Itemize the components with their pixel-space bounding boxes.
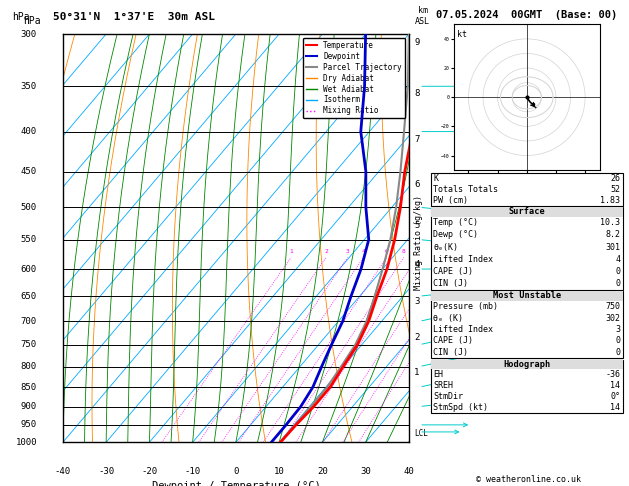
Text: 8: 8	[402, 249, 406, 254]
Text: 40: 40	[403, 467, 415, 476]
Text: 450: 450	[21, 167, 37, 176]
Text: hPa: hPa	[23, 16, 41, 26]
Text: 1: 1	[289, 249, 293, 254]
Text: -10: -10	[184, 467, 201, 476]
Text: 9: 9	[414, 38, 420, 48]
Text: 8: 8	[414, 88, 420, 98]
Text: EH: EH	[433, 370, 443, 380]
Text: Pressure (mb): Pressure (mb)	[433, 302, 498, 311]
Text: 6: 6	[414, 180, 420, 189]
Text: 400: 400	[21, 127, 37, 136]
Text: 350: 350	[21, 82, 37, 91]
Text: 750: 750	[21, 340, 37, 349]
Text: km
ASL: km ASL	[415, 6, 430, 26]
Text: 14: 14	[610, 403, 620, 412]
Text: 7: 7	[414, 136, 420, 144]
Text: 20: 20	[317, 467, 328, 476]
Text: Dewpoint / Temperature (°C): Dewpoint / Temperature (°C)	[152, 481, 320, 486]
Text: 4: 4	[414, 260, 420, 269]
Text: K: K	[433, 174, 438, 183]
Text: 6: 6	[385, 249, 389, 254]
Text: 0°: 0°	[610, 392, 620, 401]
Text: 550: 550	[21, 235, 37, 244]
Text: 302: 302	[605, 313, 620, 323]
Text: 52: 52	[610, 185, 620, 193]
Text: 750: 750	[605, 302, 620, 311]
Text: CIN (J): CIN (J)	[433, 348, 469, 357]
Text: StmSpd (kt): StmSpd (kt)	[433, 403, 488, 412]
Text: 2: 2	[414, 333, 420, 342]
Text: © weatheronline.co.uk: © weatheronline.co.uk	[476, 474, 581, 484]
Text: StmDir: StmDir	[433, 392, 464, 401]
Text: θₑ(K): θₑ(K)	[433, 243, 459, 252]
Legend: Temperature, Dewpoint, Parcel Trajectory, Dry Adiabat, Wet Adiabat, Isotherm, Mi: Temperature, Dewpoint, Parcel Trajectory…	[303, 38, 405, 119]
Text: 650: 650	[21, 292, 37, 301]
Text: 0: 0	[615, 348, 620, 357]
Text: 10.3: 10.3	[600, 218, 620, 227]
Text: -40: -40	[55, 467, 71, 476]
Text: 4: 4	[615, 255, 620, 264]
Text: Hodograph: Hodograph	[503, 360, 550, 369]
Text: -20: -20	[142, 467, 157, 476]
Text: 700: 700	[21, 317, 37, 326]
Text: 50°31'N  1°37'E  30m ASL: 50°31'N 1°37'E 30m ASL	[53, 12, 216, 22]
Text: 0: 0	[615, 336, 620, 346]
Text: Totals Totals: Totals Totals	[433, 185, 498, 193]
Text: Lifted Index: Lifted Index	[433, 255, 493, 264]
Text: 850: 850	[21, 382, 37, 392]
Text: Temp (°C): Temp (°C)	[433, 218, 479, 227]
Text: CAPE (J): CAPE (J)	[433, 267, 474, 276]
Text: 0: 0	[615, 267, 620, 276]
Text: Most Unstable: Most Unstable	[493, 292, 561, 300]
Text: hPa: hPa	[13, 12, 30, 22]
Text: -30: -30	[98, 467, 114, 476]
Text: PW (cm): PW (cm)	[433, 195, 469, 205]
Text: 14: 14	[610, 381, 620, 390]
Text: 300: 300	[21, 30, 37, 38]
Text: 4: 4	[362, 249, 365, 254]
Text: 10: 10	[274, 467, 284, 476]
Text: 2: 2	[324, 249, 328, 254]
Text: 26: 26	[610, 174, 620, 183]
Text: CAPE (J): CAPE (J)	[433, 336, 474, 346]
Text: 3: 3	[414, 297, 420, 306]
Text: 301: 301	[605, 243, 620, 252]
Text: LCL: LCL	[414, 429, 428, 438]
Text: Surface: Surface	[508, 208, 545, 216]
Text: 0: 0	[233, 467, 238, 476]
Text: 1: 1	[414, 368, 420, 378]
Text: 30: 30	[360, 467, 371, 476]
Text: 5: 5	[414, 221, 420, 229]
Text: 8.2: 8.2	[605, 230, 620, 240]
Text: kt: kt	[457, 30, 467, 39]
Text: 1000: 1000	[16, 438, 37, 447]
Text: Lifted Index: Lifted Index	[433, 325, 493, 334]
Text: 600: 600	[21, 264, 37, 274]
Text: 1.83: 1.83	[600, 195, 620, 205]
Text: Mixing Ratio (g/kg): Mixing Ratio (g/kg)	[414, 195, 423, 291]
Text: θₑ (K): θₑ (K)	[433, 313, 464, 323]
Text: 0: 0	[615, 279, 620, 288]
Text: Dewp (°C): Dewp (°C)	[433, 230, 479, 240]
Text: 3: 3	[615, 325, 620, 334]
Text: 3: 3	[346, 249, 349, 254]
Text: CIN (J): CIN (J)	[433, 279, 469, 288]
Text: 800: 800	[21, 362, 37, 371]
Text: 900: 900	[21, 402, 37, 411]
Text: 950: 950	[21, 420, 37, 429]
Text: 07.05.2024  00GMT  (Base: 00): 07.05.2024 00GMT (Base: 00)	[436, 10, 618, 19]
Text: SREH: SREH	[433, 381, 454, 390]
Text: -36: -36	[605, 370, 620, 380]
Text: 500: 500	[21, 203, 37, 212]
